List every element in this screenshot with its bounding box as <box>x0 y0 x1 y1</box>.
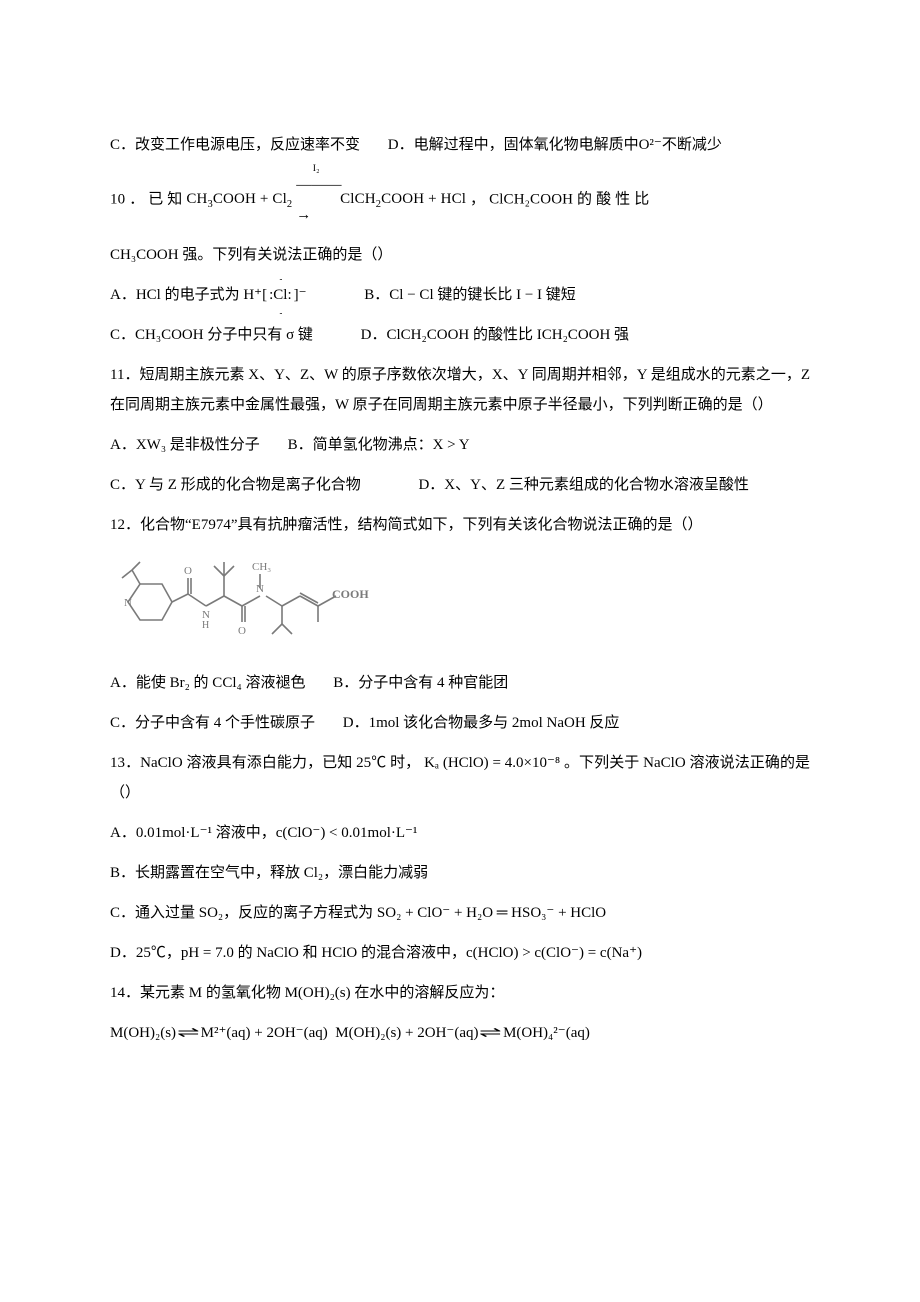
q11-optA-text: A．XW₃ 是非极性分子 <box>110 437 260 453</box>
q13-optC-text: C．通入过量 SO₂，反应的离子方程式为 SO₂ + ClO⁻ + H₂O ═ … <box>110 905 606 921</box>
q11-option-a: A．XW₃ 是非极性分子 <box>110 437 260 453</box>
q11-option-d: D．X、Y、Z 三种元素组成的化合物水溶液呈酸性 <box>418 477 748 493</box>
q9-option-d: D．电解过程中，固体氧化物电解质中O²⁻不断减少 <box>388 137 722 153</box>
q12-optD-text: D．1mol 该化合物最多与 2mol NaOH 反应 <box>343 715 620 731</box>
q13-option-d: D．25℃，pH = 7.0 的 NaClO 和 HClO 的混合溶液中，c(H… <box>110 938 810 968</box>
q12-stem: 12．化合物“E7974”具有抗肿瘤活性，结构简式如下，下列有关该化合物说法正确… <box>110 510 810 540</box>
q11-options-line2: C．Y 与 Z 形成的化合物是离子化合物 D．X、Y、Z 三种元素组成的化合物水… <box>110 470 810 500</box>
q12-option-d: D．1mol 该化合物最多与 2mol NaOH 反应 <box>343 715 620 731</box>
q14-eq2-lhs: M(OH)₂(s) + 2OH⁻(aq) <box>335 1025 478 1041</box>
q11-stem-text: 11．短周期主族元素 X、Y、Z、W 的原子序数依次增大，X、Y 同周期并相邻，… <box>110 367 810 413</box>
q13-ka-expr: Kₐ (HClO) = 4.0×10⁻⁸ <box>424 755 560 771</box>
q14-eq2-arrow: ⇌ <box>479 1018 502 1048</box>
q10-stem-mid: ， ClCH₂COOH 的 酸 性 比 <box>470 191 649 207</box>
q11-option-b: B．简单氢化物沸点：X > Y <box>288 437 470 453</box>
q13-optB-text: B．长期露置在空气中，释放 Cl₂，漂白能力减弱 <box>110 865 428 881</box>
q9-optD-text: D．电解过程中，固体氧化物电解质中O²⁻不断减少 <box>388 137 722 153</box>
q10-reaction-lhs: CH3COOH + Cl2 <box>186 191 292 207</box>
q10-lewis-dots-bot: .. <box>267 310 294 313</box>
q9-options-line: C．改变工作电源电压，反应速率不变 D．电解过程中，固体氧化物电解质中O²⁻不断… <box>110 130 810 160</box>
q14-eq1-arrow: ⇌ <box>177 1018 200 1048</box>
svg-text:O: O <box>238 625 246 637</box>
q10-lewis-right: : <box>287 287 291 303</box>
q12-optB-text: B．分子中含有 4 种官能团 <box>333 675 508 691</box>
q14-eq1-lhs: M(OH)₂(s) <box>110 1025 176 1041</box>
q12-options-line1: A．能使 Br₂ 的 CCl₄ 溶液褪色 B．分子中含有 4 种官能团 <box>110 668 810 698</box>
q10-option-d: D．ClCH₂COOH 的酸性比 ICH₂COOH 强 <box>361 327 629 343</box>
q13-option-c: C．通入过量 SO₂，反应的离子方程式为 SO₂ + ClO⁻ + H₂O ═ … <box>110 898 810 928</box>
q12-options-line2: C．分子中含有 4 个手性碳原子 D．1mol 该化合物最多与 2mol NaO… <box>110 708 810 738</box>
q10-arrow-catalyst: I₂ <box>296 159 336 179</box>
q11-optC-text: C．Y 与 Z 形成的化合物是离子化合物 <box>110 477 361 493</box>
q10-stem-line2: CH₃COOH 强。下列有关说法正确的是（） <box>110 240 810 270</box>
q11-options-line1: A．XW₃ 是非极性分子 B．简单氢化物沸点：X > Y <box>110 430 810 460</box>
q10-reaction-rhs: ClCH2COOH + HCl <box>340 191 466 207</box>
q14-equations: M(OH)₂(s)⇌M²⁺(aq) + 2OH⁻(aq) M(OH)₂(s) +… <box>110 1018 810 1048</box>
q14-stem: 14．某元素 M 的氢氧化物 M(OH)₂(s) 在水中的溶解反应为： <box>110 978 810 1008</box>
q10-stem-line1: 10 ． 已 知 CH3COOH + Cl2 I₂ ———→ ClCH2COOH… <box>110 170 810 230</box>
q12-option-c: C．分子中含有 4 个手性碳原子 <box>110 715 315 731</box>
q13-stem: 13．NaClO 溶液具有添白能力，已知 25℃ 时， Kₐ (HClO) = … <box>110 748 810 808</box>
svg-text:COOH: COOH <box>332 587 369 601</box>
q9-option-c: C．改变工作电源电压，反应速率不变 <box>110 137 360 153</box>
q10-option-c: C．CH₃COOH 分子中只有 σ 键 <box>110 327 313 343</box>
q9-optC-text: C．改变工作电源电压，反应速率不变 <box>110 137 360 153</box>
svg-text:N: N <box>124 597 132 609</box>
q14-stem-text: 14．某元素 M 的氢氧化物 M(OH)₂(s) 在水中的溶解反应为： <box>110 985 504 1001</box>
q10-option-a: A．HCl 的电子式为 H⁺[ .. :Cl: .. ]⁻ <box>110 287 310 303</box>
q12-option-a: A．能使 Br₂ 的 CCl₄ 溶液褪色 <box>110 675 305 691</box>
q10-stem-prefix: 10 ． 已 知 <box>110 191 186 207</box>
q12-optC-text: C．分子中含有 4 个手性碳原子 <box>110 715 315 731</box>
q14-eq2-rhs: M(OH)₄²⁻(aq) <box>503 1025 590 1041</box>
q10-optB-text: B．Cl − Cl 键的键长比 I − I 键短 <box>364 287 576 303</box>
q11-optB-text: B．简单氢化物沸点：X > Y <box>288 437 470 453</box>
q13-stem-pre: 13．NaClO 溶液具有添白能力，已知 25℃ 时， <box>110 755 420 771</box>
svg-text:H: H <box>202 620 209 631</box>
q13-option-a: A．0.01mol·L⁻¹ 溶液中，c(ClO⁻) < 0.01mol·L⁻¹ <box>110 818 810 848</box>
q10-lewis-dots-top: .. <box>267 276 294 279</box>
q10-optD-text: D．ClCH₂COOH 的酸性比 ICH₂COOH 强 <box>361 327 629 343</box>
q10-option-b: B．Cl − Cl 键的键长比 I − I 键短 <box>364 287 576 303</box>
q13-optA-text: A．0.01mol·L⁻¹ 溶液中，c(ClO⁻) < 0.01mol·L⁻¹ <box>110 825 417 841</box>
q10-lewis-center: Cl <box>273 287 287 303</box>
q12-structure-svg: N O N H O N <box>110 552 370 652</box>
q12-structure-figure: N O N H O N <box>110 552 810 652</box>
q10-optA-pre: A．HCl 的电子式为 H⁺[ <box>110 287 267 303</box>
q10-optC-text: C．CH₃COOH 分子中只有 σ 键 <box>110 327 313 343</box>
q13-optD-text: D．25℃，pH = 7.0 的 NaClO 和 HClO 的混合溶液中，c(H… <box>110 945 642 961</box>
q12-optA-text: A．能使 Br₂ 的 CCl₄ 溶液褪色 <box>110 675 305 691</box>
svg-text:O: O <box>184 565 192 577</box>
q12-option-b: B．分子中含有 4 种官能团 <box>333 675 508 691</box>
svg-text:CH₃: CH₃ <box>252 561 271 573</box>
q10-optA-post: ]⁻ <box>294 287 307 303</box>
q11-stem: 11．短周期主族元素 X、Y、Z、W 的原子序数依次增大，X、Y 同周期并相邻，… <box>110 360 810 420</box>
q11-option-c: C．Y 与 Z 形成的化合物是离子化合物 <box>110 477 361 493</box>
q10-lewis-cl: .. :Cl: .. <box>267 280 294 310</box>
q12-stem-text: 12．化合物“E7974”具有抗肿瘤活性，结构简式如下，下列有关该化合物说法正确… <box>110 517 702 533</box>
q10-stem-line2-text: CH₃COOH 强。下列有关说法正确的是（） <box>110 247 392 263</box>
q10-options-line2: C．CH₃COOH 分子中只有 σ 键 D．ClCH₂COOH 的酸性比 ICH… <box>110 320 810 350</box>
q13-option-b: B．长期露置在空气中，释放 Cl₂，漂白能力减弱 <box>110 858 810 888</box>
q10-reaction-arrow: I₂ ———→ <box>296 170 336 230</box>
q10-options-line1: A．HCl 的电子式为 H⁺[ .. :Cl: .. ]⁻ B．Cl − Cl … <box>110 280 810 310</box>
q14-eq1-rhs: M²⁺(aq) + 2OH⁻(aq) <box>201 1025 328 1041</box>
q11-optD-text: D．X、Y、Z 三种元素组成的化合物水溶液呈酸性 <box>418 477 748 493</box>
